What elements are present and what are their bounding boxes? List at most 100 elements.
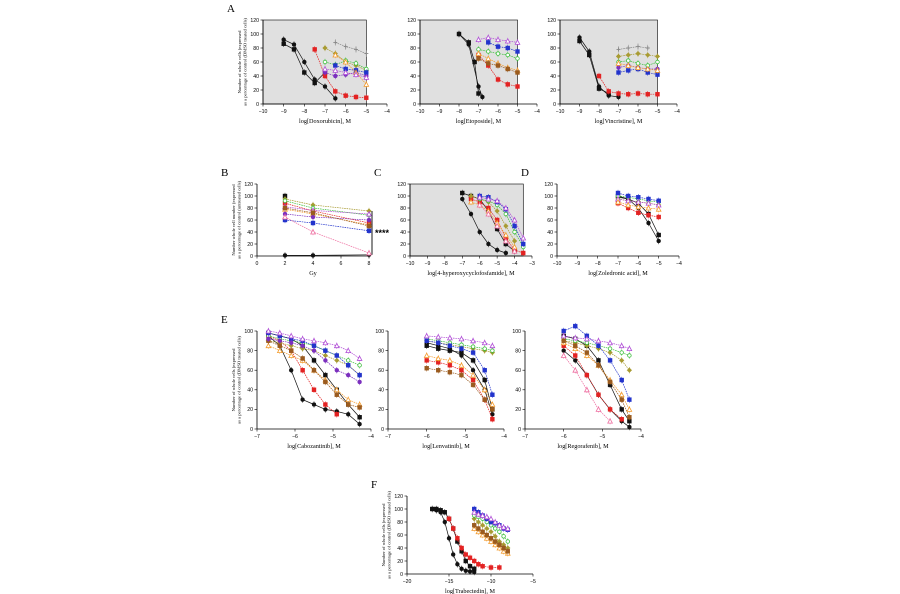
data-point (455, 562, 460, 567)
data-point (476, 201, 483, 208)
data-point (310, 210, 316, 216)
data-point (656, 232, 661, 238)
y-tick-label: 60 (378, 368, 384, 374)
data-point (515, 84, 520, 89)
data-point (515, 70, 520, 75)
data-point (503, 250, 509, 256)
x-tick-label: −9 (574, 261, 580, 267)
data-point (495, 44, 501, 49)
panel-letter: B (221, 167, 228, 179)
data-point (636, 44, 640, 49)
data-point (470, 382, 476, 388)
series-pink-triangle (476, 201, 518, 255)
y-tick-label: 60 (397, 533, 403, 539)
y-tick-label: 60 (247, 368, 253, 374)
series-red-square (596, 72, 660, 98)
data-point (366, 228, 372, 234)
data-point (503, 211, 509, 217)
data-point (490, 348, 495, 353)
data-point (470, 344, 476, 349)
data-point (480, 529, 485, 534)
x-tick-label: 4 (312, 261, 315, 267)
data-point (626, 367, 633, 373)
y-tick-label: 60 (410, 60, 416, 66)
x-tick-label: −6 (424, 434, 430, 440)
data-point (353, 94, 359, 100)
data-point (587, 52, 592, 58)
data-point (521, 241, 526, 247)
data-point (470, 337, 477, 344)
y-tick-label: 20 (378, 407, 384, 413)
series-line (618, 46, 648, 50)
data-point (436, 368, 441, 373)
data-point (265, 342, 272, 349)
series-line (324, 72, 367, 77)
data-point (511, 238, 518, 244)
series-brown-square (476, 55, 520, 76)
data-point (595, 406, 602, 412)
y-tick-label: 40 (397, 546, 403, 552)
x-tick-label: −5 (530, 579, 536, 585)
y-tick-label: 100 (244, 329, 253, 335)
y-tick-label: 40 (547, 230, 553, 236)
data-point (615, 198, 621, 205)
chart-panel-E3: −7 −6 −5 −4 0 20 40 60 80 100 log[Regorafenib], M (512, 322, 644, 450)
data-point (442, 519, 447, 525)
chart-panel-D: −10 −9 −8 −7 −6 −5 −4 0 20 40 60 80 100 120 log[Zoledr… (521, 167, 682, 277)
data-point (323, 407, 328, 412)
data-point (607, 407, 613, 412)
y-tick-label: 0 (381, 427, 384, 433)
data-point (322, 59, 328, 65)
y-tick-label: 80 (397, 520, 403, 526)
data-point (572, 334, 579, 341)
y-tick-label: 80 (253, 46, 259, 52)
y-tick-label: 0 (553, 102, 556, 108)
y-tick-label: 100 (512, 329, 521, 335)
data-point (606, 89, 611, 94)
y-tick-label: 0 (403, 254, 406, 260)
data-point (463, 552, 468, 557)
data-point (500, 524, 507, 530)
data-point (277, 338, 282, 343)
series-blue-square (424, 337, 495, 398)
data-point (490, 392, 495, 397)
x-axis-label: log[4-hyperoxycyclofosfamide], M (427, 270, 515, 277)
data-point (619, 417, 624, 422)
data-point (472, 566, 477, 571)
data-point (503, 223, 509, 229)
data-point (573, 343, 578, 348)
data-point (476, 84, 481, 89)
y-tick-label: 80 (547, 206, 553, 212)
data-point (497, 529, 502, 534)
x-tick-label: −15 (445, 579, 454, 585)
x-axis-label: log[Regorafenib], M (557, 443, 609, 450)
data-point (366, 210, 372, 217)
data-point (486, 49, 491, 54)
data-point (476, 562, 481, 567)
data-point (596, 86, 602, 91)
data-point (497, 542, 502, 547)
data-point (435, 355, 442, 361)
series-red-square (561, 342, 624, 423)
significance-label: **** (375, 228, 390, 238)
data-point (364, 95, 369, 100)
x-tick-label: −7 (615, 261, 621, 267)
y-axis-label: as a percentage of control (DMSO treated… (387, 491, 392, 579)
series-line (284, 219, 370, 232)
y-tick-label: 100 (547, 32, 556, 38)
data-point (424, 343, 429, 348)
series-black-square (424, 342, 495, 413)
series-line (458, 33, 479, 94)
data-point (488, 529, 494, 535)
data-point (467, 555, 473, 560)
data-point (322, 45, 328, 51)
y-tick-label: 40 (515, 388, 521, 394)
data-point (475, 519, 482, 525)
data-point (656, 214, 661, 220)
x-tick-label: −6 (635, 261, 641, 267)
data-point (596, 392, 601, 397)
series-line (284, 202, 370, 224)
data-point (479, 512, 486, 518)
series-red-square (312, 46, 369, 101)
x-tick-label: −5 (363, 109, 369, 115)
